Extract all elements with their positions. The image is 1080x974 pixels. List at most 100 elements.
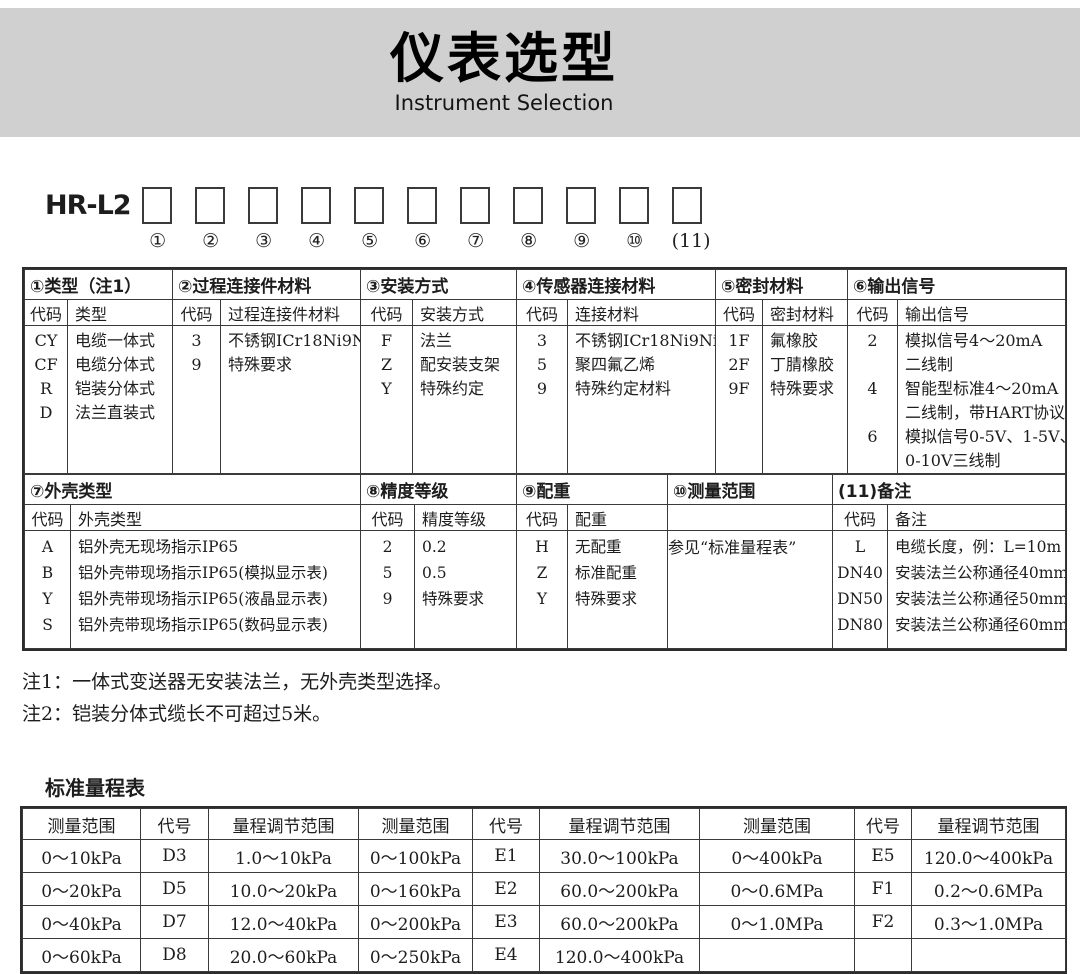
code-value — [849, 353, 897, 377]
option-label: 0-10V三线制 — [905, 451, 1001, 470]
option-label: 铝外壳带现场指示IP65(模拟显示表) — [78, 564, 328, 582]
model-position: ① — [141, 187, 195, 252]
range-col-header: 测量范围 — [22, 808, 141, 840]
range-cell: 120.0～400kPa — [539, 938, 700, 972]
range-col-header: 代号 — [140, 808, 209, 840]
code-value: 3 — [536, 331, 548, 350]
range-cell: 0～20kPa — [22, 872, 141, 906]
selection-code-box — [247, 187, 278, 224]
code-value: R — [39, 379, 53, 398]
option-label: 电缆分体式 — [75, 355, 156, 374]
range-cell: 0～400kPa — [699, 839, 855, 873]
code-list: 1F 2F 9F — [715, 325, 764, 474]
col-header-process-material: 过程连接件材料 — [220, 299, 362, 326]
range-row: 0～10kPa D3 1.0～10kPa 0～100kPa E1 30.0～100kPa 0… — [22, 839, 1066, 873]
range-table-title: 标准量程表 — [45, 776, 145, 800]
position-number: ④ — [308, 230, 326, 252]
code-value: 9 — [382, 590, 393, 608]
col-header-code: 代码 — [360, 504, 415, 531]
model-prefix: HR-L2 — [45, 190, 132, 221]
range-cell: 0～250kPa — [358, 938, 473, 972]
position-number: ⑤ — [361, 230, 379, 252]
model-position: ⑥ — [406, 187, 460, 252]
option-label: 法兰 — [420, 331, 453, 350]
selection-table-band1: ①类型（注1） ②过程连接件材料 ③安装方式 ④传感器连接材料 ⑤密封材料 ⑥输… — [23, 269, 1067, 474]
option-label: 特殊约定 — [420, 379, 485, 398]
option-label: 电缆一体式 — [75, 331, 156, 350]
col-header-accuracy: 精度等级 — [414, 504, 517, 531]
option-list: 电缆一体式电缆分体式铠装分体式法兰直装式 — [66, 325, 174, 474]
option-label: 安装法兰公称通径60mm — [895, 616, 1066, 634]
range-cell: E1 — [472, 839, 540, 873]
position-number: ⑧ — [520, 230, 538, 252]
model-position: ⑧ — [512, 187, 566, 252]
col-header-seal-material: 密封材料 — [762, 299, 849, 326]
range-col-header: 量程调节范围 — [539, 808, 700, 840]
option-label: 丁腈橡胶 — [770, 355, 835, 374]
option-list: 模拟信号4～20mA 二线制 智能型标准4～20mA 二线制，带HART协议 模拟信号0… — [897, 325, 1067, 474]
option-label: 不锈钢ICr18Ni9Ni — [575, 331, 716, 350]
range-cell: 1.0～10kPa — [208, 839, 359, 873]
col-header-remark: 备注 — [886, 504, 1067, 531]
section-title-seal-material: ⑤密封材料 — [715, 269, 849, 300]
col-header-code: 代码 — [24, 504, 71, 531]
option-label: 铠装分体式 — [75, 379, 156, 398]
model-code-row: HR-L2 ① ② ③ ④ ⑤ ⑥ ⑦ ⑧ ⑨ ⑩ (11) — [45, 187, 1080, 259]
col-header-code: 代码 — [360, 299, 414, 326]
col-header-code: 代码 — [172, 299, 222, 326]
model-position: ③ — [247, 187, 301, 252]
range-cell: 120.0～400kPa — [911, 839, 1066, 873]
range-row: 0～60kPa D8 20.0～60kPa 0～250kPa E4 120.0～400kP… — [22, 938, 1066, 972]
model-position: (11) — [671, 187, 725, 252]
code-list: CY CF R D — [24, 325, 68, 474]
code-value: 2F — [728, 355, 750, 374]
section-title-measuring-range: ⑩测量范围 — [667, 474, 833, 505]
position-number: ① — [149, 230, 167, 252]
option-label: 配安装支架 — [420, 355, 501, 374]
page-title: 仪表选型 — [390, 27, 618, 90]
option-label: 不锈钢ICr18Ni9Ni — [228, 331, 361, 350]
option-label: 0.5 — [422, 564, 447, 582]
section-title-sensor-connection-material: ④传感器连接材料 — [516, 269, 717, 300]
col-header-code: 代码 — [516, 299, 569, 326]
option-label: 法兰直装式 — [75, 403, 156, 422]
option-list: 0.2 0.5 特殊要求 — [414, 530, 517, 649]
range-cell: 0.3～1.0MPa — [911, 905, 1066, 939]
code-value: 9F — [728, 379, 750, 398]
option-label: 特殊要求 — [228, 355, 293, 374]
range-cell: E5 — [854, 839, 912, 873]
selection-code-box — [565, 187, 596, 224]
section-title-counterweight: ⑨配重 — [516, 474, 668, 505]
col-header-counterweight: 配重 — [567, 504, 668, 531]
selection-code-box — [671, 187, 702, 224]
footnote: 注2：铠装分体式缆长不可超过5米。 — [22, 703, 332, 725]
option-label: 模拟信号0-5V、1-5V、 — [905, 427, 1066, 446]
range-cell: 20.0～60kPa — [208, 938, 359, 972]
range-cell: E3 — [472, 905, 540, 939]
col-header-empty — [667, 504, 833, 531]
option-list: 无配重 标准配重 特殊要求 — [567, 530, 668, 649]
range-col-header: 测量范围 — [358, 808, 473, 840]
range-cell: D5 — [140, 872, 209, 906]
range-row: 0～40kPa D7 12.0～40kPa 0～200kPa E3 60.0～200kPa… — [22, 905, 1066, 939]
option-label: 特殊约定材料 — [575, 379, 672, 398]
model-position: ⑩ — [618, 187, 672, 252]
range-cell: 0～1.0MPa — [699, 905, 855, 939]
selection-code-box — [406, 187, 437, 224]
option-list: 电缆长度，例：L=10m 安装法兰公称通径40mm 安装法兰公称通径50mm 安装法兰… — [886, 530, 1067, 649]
range-col-header: 代号 — [472, 808, 540, 840]
code-list: 3 5 9 — [516, 325, 569, 474]
selection-code-box — [353, 187, 384, 224]
code-value: CF — [34, 355, 58, 374]
code-value: 4 — [867, 379, 878, 398]
code-value: 6 — [867, 427, 878, 446]
page-banner: 仪表选型 Instrument Selection — [0, 8, 1080, 137]
code-value: 3 — [191, 331, 202, 350]
option-list: 铝外壳无现场指示IP65 铝外壳带现场指示IP65(模拟显示表) 铝外壳带现场指示I… — [70, 530, 361, 649]
section-title-accuracy-class: ⑧精度等级 — [360, 474, 517, 505]
section-title-process-connection-material: ②过程连接件材料 — [172, 269, 362, 300]
range-cell: 60.0～200kPa — [539, 905, 700, 939]
code-list: L DN40 DN50 DN80 — [832, 530, 888, 649]
range-cell: 0～100kPa — [358, 839, 473, 873]
option-label: 0.2 — [422, 538, 447, 556]
